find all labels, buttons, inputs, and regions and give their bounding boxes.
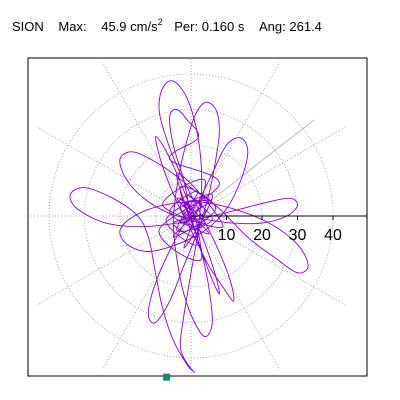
grid-spoke-300 (190, 215, 281, 370)
station-name: SION (12, 19, 44, 34)
grid-spoke-240 (101, 215, 192, 370)
max-value: 45.9 (101, 19, 127, 34)
max-unit-text: cm/s (130, 19, 158, 34)
max-unit-exponent: 2 (157, 17, 163, 27)
motion-trace (69, 80, 309, 373)
ang-label: Ang: (259, 19, 286, 34)
radial-axis: 10 20 30 40 (191, 215, 367, 244)
grid-spoke-210 (37, 215, 192, 306)
grid-spoke-330 (190, 215, 345, 306)
peak-marker (163, 373, 171, 381)
grid-spoke-120 (101, 62, 192, 217)
radial-tick-label-40: 40 (324, 227, 342, 244)
max-unit: cm/s2 (130, 17, 162, 34)
grid-spoke-30 (190, 126, 345, 217)
max-label: Max: (58, 19, 87, 34)
grid-spoke-60 (190, 62, 281, 217)
radial-tick-label-30: 30 (289, 227, 307, 244)
trace-path (69, 80, 309, 373)
per-value: 0.160 s (201, 19, 245, 34)
radial-tick-label-10: 10 (218, 227, 236, 244)
per-label: Per: (174, 19, 199, 34)
grid-spoke-150 (37, 126, 192, 217)
radial-tick-label-20: 20 (253, 227, 271, 244)
ang-value: 261.4 (289, 19, 322, 34)
chart-header: SION Max: 45.9 cm/s2 Per: 0.160 s Ang: 2… (12, 17, 322, 34)
peak-marker-layer (163, 373, 171, 381)
